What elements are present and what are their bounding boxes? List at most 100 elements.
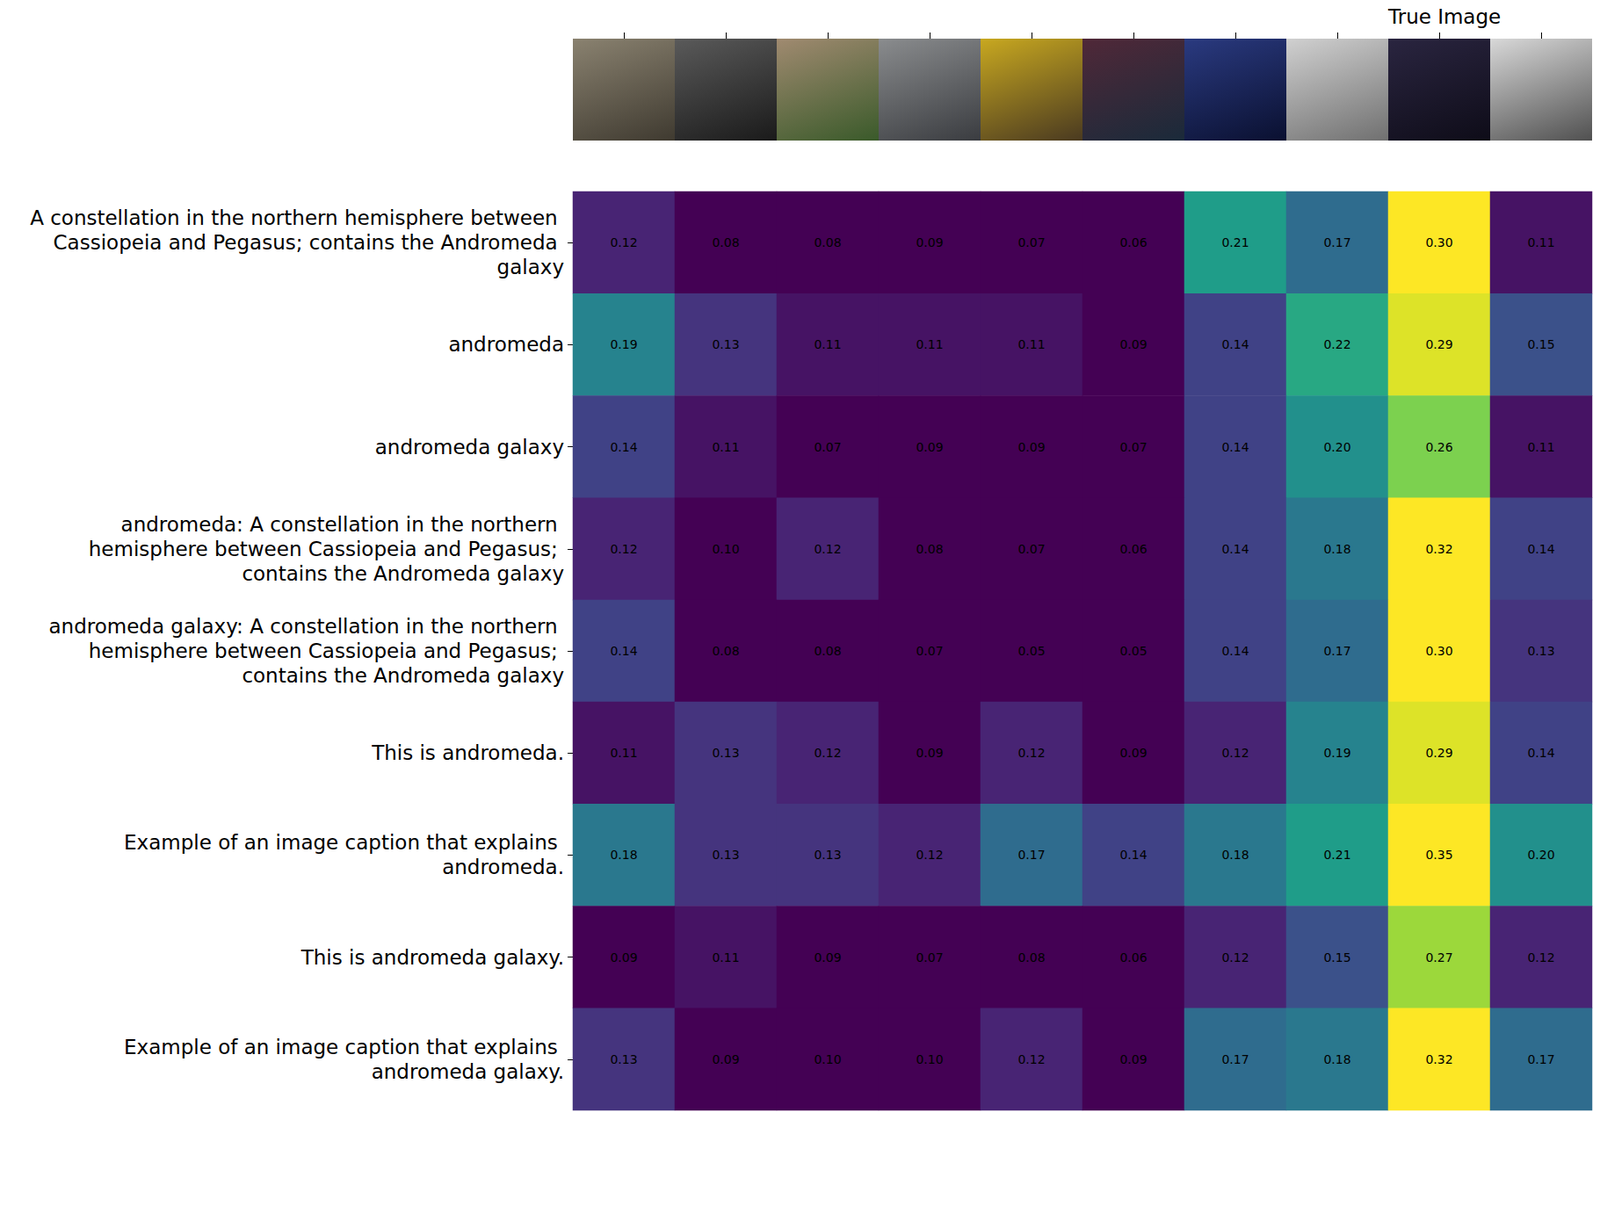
- svg-text:0.17: 0.17: [1527, 1052, 1555, 1067]
- svg-text:0.20: 0.20: [1527, 847, 1555, 862]
- svg-text:0.15: 0.15: [1527, 337, 1555, 352]
- svg-text:0.19: 0.19: [609, 337, 638, 352]
- svg-text:0.09: 0.09: [1119, 745, 1147, 761]
- svg-text:andromeda galaxy: A constellat: andromeda galaxy: A constellation in the…: [49, 615, 565, 638]
- svg-text:andromeda: A constellation in: andromeda: A constellation in the northe…: [121, 513, 565, 536]
- svg-text:0.27: 0.27: [1425, 950, 1453, 965]
- svg-text:Example of an image caption th: Example of an image caption that explain…: [123, 831, 565, 855]
- svg-text:0.09: 0.09: [813, 950, 841, 965]
- svg-text:This is andromeda.: This is andromeda.: [370, 741, 565, 765]
- svg-text:0.29: 0.29: [1425, 337, 1453, 352]
- svg-text:0.13: 0.13: [711, 847, 739, 862]
- svg-text:This is andromeda galaxy.: This is andromeda galaxy.: [300, 946, 565, 970]
- svg-text:hemisphere between Cassiopeia: hemisphere between Cassiopeia and Pegasu…: [88, 537, 565, 561]
- svg-text:0.29: 0.29: [1425, 745, 1453, 761]
- svg-text:andromeda galaxy.: andromeda galaxy.: [371, 1060, 565, 1084]
- svg-text:0.09: 0.09: [915, 745, 943, 761]
- svg-text:0.06: 0.06: [1119, 235, 1147, 250]
- svg-text:0.14: 0.14: [1221, 644, 1249, 659]
- svg-text:A constellation in the norther: A constellation in the northern hemisphe…: [29, 206, 565, 230]
- svg-text:0.08: 0.08: [711, 644, 739, 659]
- svg-text:0.14: 0.14: [1221, 440, 1249, 455]
- svg-text:0.18: 0.18: [1221, 847, 1249, 862]
- svg-text:0.06: 0.06: [1119, 542, 1147, 557]
- svg-text:0.14: 0.14: [1119, 847, 1147, 862]
- svg-text:0.14: 0.14: [609, 440, 638, 455]
- svg-text:0.12: 0.12: [813, 542, 841, 557]
- svg-text:0.06: 0.06: [1119, 950, 1147, 965]
- svg-text:0.12: 0.12: [1221, 745, 1249, 761]
- svg-text:0.08: 0.08: [915, 542, 943, 557]
- svg-text:hemisphere between Cassiopeia: hemisphere between Cassiopeia and Pegasu…: [88, 639, 565, 663]
- svg-text:0.35: 0.35: [1425, 847, 1453, 862]
- svg-text:0.17: 0.17: [1323, 644, 1351, 659]
- svg-text:0.08: 0.08: [1017, 950, 1045, 965]
- svg-text:0.17: 0.17: [1221, 1052, 1249, 1067]
- svg-text:0.11: 0.11: [711, 950, 739, 965]
- svg-text:0.21: 0.21: [1323, 847, 1351, 862]
- svg-text:0.14: 0.14: [1221, 542, 1249, 557]
- svg-text:0.09: 0.09: [711, 1052, 739, 1067]
- svg-text:0.12: 0.12: [609, 235, 638, 250]
- svg-text:0.08: 0.08: [711, 235, 739, 250]
- svg-text:0.07: 0.07: [1017, 235, 1045, 250]
- svg-text:0.13: 0.13: [609, 1052, 638, 1067]
- svg-text:0.26: 0.26: [1425, 440, 1453, 455]
- svg-text:0.07: 0.07: [813, 440, 841, 455]
- svg-text:0.18: 0.18: [1323, 1052, 1351, 1067]
- svg-text:0.18: 0.18: [609, 847, 638, 862]
- svg-text:0.08: 0.08: [813, 235, 841, 250]
- svg-text:0.17: 0.17: [1017, 847, 1045, 862]
- svg-text:andromeda galaxy: andromeda galaxy: [375, 435, 565, 459]
- svg-text:0.22: 0.22: [1323, 337, 1351, 352]
- svg-text:0.09: 0.09: [1017, 440, 1045, 455]
- svg-text:0.13: 0.13: [813, 847, 841, 862]
- svg-text:0.11: 0.11: [915, 337, 943, 352]
- svg-text:0.09: 0.09: [915, 440, 943, 455]
- svg-text:0.21: 0.21: [1221, 235, 1249, 250]
- svg-text:Cassiopeia and Pegasus; contai: Cassiopeia and Pegasus; contains the And…: [53, 231, 565, 254]
- svg-text:0.32: 0.32: [1425, 542, 1453, 557]
- svg-text:0.15: 0.15: [1323, 950, 1351, 965]
- svg-text:0.11: 0.11: [1527, 235, 1555, 250]
- svg-text:0.14: 0.14: [609, 644, 638, 659]
- svg-text:0.09: 0.09: [1119, 1052, 1147, 1067]
- svg-text:andromeda: andromeda: [448, 333, 565, 356]
- svg-text:0.32: 0.32: [1425, 1052, 1453, 1067]
- svg-text:0.13: 0.13: [711, 337, 739, 352]
- svg-text:0.19: 0.19: [1323, 745, 1351, 761]
- svg-text:0.07: 0.07: [1119, 440, 1147, 455]
- svg-text:andromeda.: andromeda.: [441, 855, 565, 879]
- svg-text:0.12: 0.12: [915, 847, 943, 862]
- svg-text:0.13: 0.13: [1527, 644, 1555, 659]
- svg-text:0.07: 0.07: [915, 950, 943, 965]
- svg-text:0.17: 0.17: [1323, 235, 1351, 250]
- svg-text:0.07: 0.07: [915, 644, 943, 659]
- svg-text:0.14: 0.14: [1221, 337, 1249, 352]
- svg-text:0.09: 0.09: [1119, 337, 1147, 352]
- svg-text:0.11: 0.11: [711, 440, 739, 455]
- svg-text:Example of an image caption th: Example of an image caption that explain…: [123, 1035, 565, 1059]
- svg-text:0.05: 0.05: [1119, 644, 1147, 659]
- svg-text:0.05: 0.05: [1017, 644, 1045, 659]
- svg-text:0.07: 0.07: [1017, 542, 1045, 557]
- svg-text:0.12: 0.12: [1017, 1052, 1045, 1067]
- svg-text:0.10: 0.10: [813, 1052, 841, 1067]
- svg-text:0.30: 0.30: [1425, 644, 1453, 659]
- svg-text:0.09: 0.09: [915, 235, 943, 250]
- svg-text:0.10: 0.10: [915, 1052, 943, 1067]
- svg-text:0.11: 0.11: [1017, 337, 1045, 352]
- svg-text:galaxy: galaxy: [497, 255, 565, 279]
- svg-text:0.14: 0.14: [1527, 542, 1555, 557]
- svg-text:0.18: 0.18: [1323, 542, 1351, 557]
- svg-text:0.12: 0.12: [1527, 950, 1555, 965]
- svg-text:0.12: 0.12: [813, 745, 841, 761]
- svg-text:0.13: 0.13: [711, 745, 739, 761]
- svg-text:0.08: 0.08: [813, 644, 841, 659]
- svg-text:contains the Andromeda galaxy: contains the Andromeda galaxy: [241, 664, 565, 688]
- svg-text:0.12: 0.12: [1017, 745, 1045, 761]
- svg-text:0.12: 0.12: [609, 542, 638, 557]
- svg-text:0.12: 0.12: [1221, 950, 1249, 965]
- svg-text:contains the Andromeda galaxy: contains the Andromeda galaxy: [241, 562, 565, 586]
- svg-text:0.11: 0.11: [813, 337, 841, 352]
